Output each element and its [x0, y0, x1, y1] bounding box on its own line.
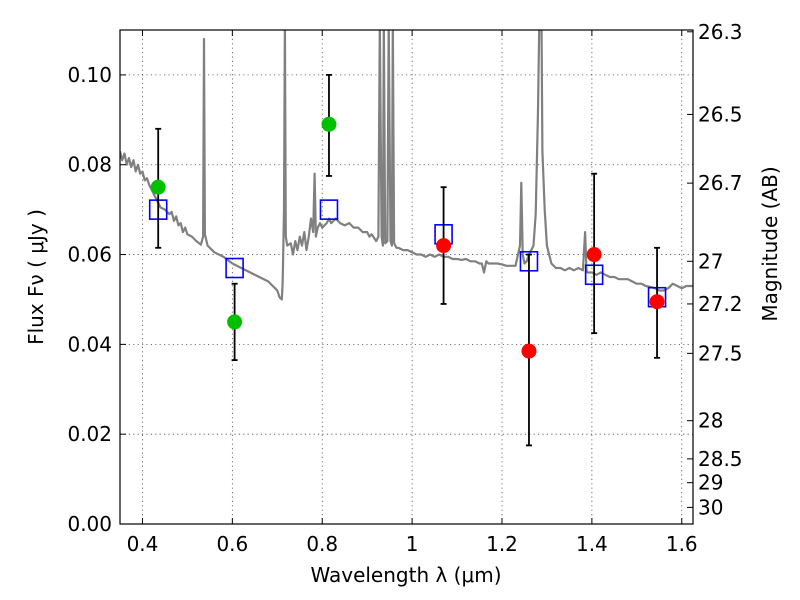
y-tick-label: 0.10 — [67, 63, 112, 87]
y-axis-title: Flux Fν ( μJy ) — [24, 209, 48, 345]
right-tick-label: 28.5 — [698, 447, 743, 471]
y-tick-label: 0.08 — [67, 153, 112, 177]
plot-frame — [119, 29, 694, 525]
photometry-point — [436, 238, 452, 254]
tick-layer: 0.4 0.6 0.8 1 1.2 1.4 1.6 0.00 0.02 0.04 0.06 0.08 0… — [67, 20, 742, 556]
x-tick-label: 1.4 — [576, 532, 608, 556]
right-axis-title: Magnitude (AB) — [758, 166, 782, 321]
right-tick-label: 30 — [698, 495, 723, 519]
photometry-point — [321, 116, 337, 132]
right-tick-label: 29 — [698, 471, 723, 495]
right-tick-label: 27.2 — [698, 292, 743, 316]
x-tick-label: 0.6 — [216, 532, 248, 556]
y-tick-label: 0.02 — [67, 422, 112, 446]
model-flux-square — [225, 257, 244, 279]
photometry-point — [227, 314, 243, 330]
right-tick-label: 26.3 — [698, 20, 743, 44]
model-spectrum-line — [120, 30, 693, 301]
right-tick-label: 26.5 — [698, 102, 743, 126]
plot-area — [120, 30, 693, 447]
x-tick-label: 1.2 — [486, 532, 518, 556]
right-tick-label: 28 — [698, 409, 723, 433]
y-tick-label: 0.04 — [67, 332, 112, 356]
photometry-point — [649, 294, 665, 310]
x-tick-label: 0.4 — [127, 532, 159, 556]
photometry-point — [586, 247, 602, 263]
photometry-point — [521, 343, 537, 359]
y-tick-label: 0.06 — [67, 243, 112, 267]
x-tick-label: 1 — [406, 532, 419, 556]
right-tick-label: 27 — [698, 249, 723, 273]
right-tick-label: 27.5 — [698, 341, 743, 365]
photometry-point — [150, 179, 166, 195]
right-tick-label: 26.7 — [698, 171, 743, 195]
y-tick-label: 0.00 — [67, 512, 112, 536]
model-flux-square — [319, 199, 339, 220]
x-axis-title: Wavelength λ (μm) — [310, 563, 501, 587]
x-tick-label: 1.6 — [666, 532, 698, 556]
x-tick-label: 0.8 — [306, 532, 338, 556]
grid-layer — [120, 30, 693, 525]
